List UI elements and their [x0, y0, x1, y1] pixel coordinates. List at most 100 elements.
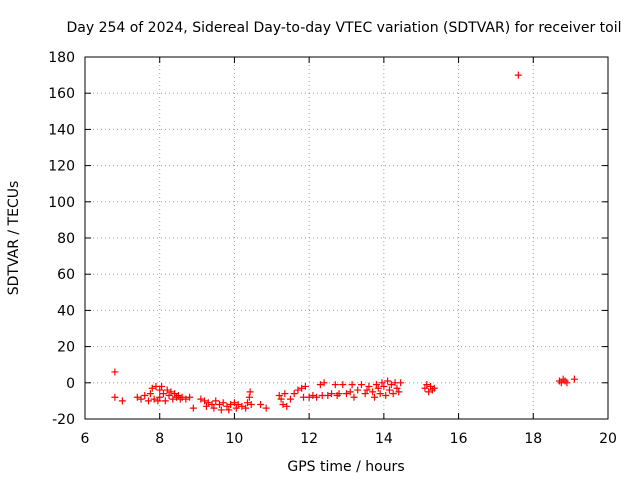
data-point [167, 388, 175, 396]
data-point [385, 386, 393, 394]
data-point [570, 375, 578, 383]
data-point [363, 386, 371, 394]
data-points [111, 71, 578, 414]
data-point [238, 402, 246, 410]
data-point [182, 395, 190, 403]
data-point [161, 397, 169, 405]
data-point [230, 399, 238, 407]
data-point [204, 399, 212, 407]
data-point [430, 384, 438, 392]
data-point [298, 384, 306, 392]
y-tick-label: -20 [52, 412, 75, 428]
data-point [189, 404, 197, 412]
data-point [156, 393, 164, 401]
data-point [247, 401, 255, 409]
x-tick-label: 16 [450, 431, 468, 447]
data-point [281, 390, 289, 398]
data-point [169, 395, 177, 403]
data-point [389, 390, 397, 398]
data-point [397, 379, 405, 387]
data-point [320, 379, 328, 387]
grid-lines [85, 57, 608, 419]
data-point [301, 382, 309, 390]
data-point [294, 386, 302, 394]
data-point [262, 404, 270, 412]
x-tick-label: 12 [300, 431, 318, 447]
data-point [158, 382, 166, 390]
data-point [242, 404, 250, 412]
data-point [563, 379, 571, 387]
y-tick-label: 120 [48, 159, 75, 175]
y-tick-label: 60 [57, 267, 75, 283]
data-point [380, 382, 388, 390]
data-point [277, 395, 285, 403]
y-tick-label: 80 [57, 231, 75, 247]
x-tick-label: 6 [81, 431, 90, 447]
x-tick-label: 14 [375, 431, 393, 447]
data-point [425, 388, 433, 396]
x-tick-label: 8 [155, 431, 164, 447]
data-point [357, 381, 365, 389]
data-point [313, 393, 321, 401]
data-point [286, 395, 294, 403]
y-tick-label: 100 [48, 195, 75, 211]
data-point [210, 404, 218, 412]
data-point [382, 391, 390, 399]
data-point [421, 384, 429, 392]
data-point [335, 390, 343, 398]
x-axis-label: GPS time / hours [287, 459, 404, 475]
data-point [339, 381, 347, 389]
data-point [305, 393, 313, 401]
data-point [118, 397, 126, 405]
data-point [393, 384, 401, 392]
data-point [217, 406, 225, 414]
data-point [427, 382, 435, 390]
y-tick-label: 180 [48, 50, 75, 66]
data-point [137, 395, 145, 403]
x-tick-label: 18 [524, 431, 542, 447]
x-tick-label: 10 [226, 431, 244, 447]
data-point [275, 391, 283, 399]
y-axis-label: SDTVAR / TECUs [6, 181, 22, 296]
data-point [245, 393, 253, 401]
data-point [376, 390, 384, 398]
data-point [290, 390, 298, 398]
data-point [384, 377, 392, 385]
data-point [350, 393, 358, 401]
data-point [365, 382, 373, 390]
data-point [316, 381, 324, 389]
data-point [156, 386, 164, 394]
data-point [387, 381, 395, 389]
data-point [378, 379, 386, 387]
data-point [244, 399, 252, 407]
data-point [346, 388, 354, 396]
data-point [343, 390, 350, 398]
data-point [111, 393, 119, 401]
y-tick-label: 0 [66, 376, 75, 392]
y-tick-label: 40 [57, 303, 75, 319]
data-point [133, 393, 141, 401]
data-point [163, 386, 171, 394]
data-point [395, 388, 403, 396]
data-point [197, 395, 205, 403]
data-point [372, 381, 380, 389]
data-point [514, 71, 522, 79]
data-point [374, 384, 382, 392]
data-point [232, 404, 240, 412]
data-point [148, 384, 156, 392]
data-point [202, 402, 210, 410]
axis-ticks: 6 8 10 12 14 16 18 20 -20 0 20 40 60 80 100 120 140 160 18… [48, 50, 617, 447]
data-point [309, 391, 317, 399]
data-point [212, 397, 220, 405]
data-point [150, 395, 158, 403]
data-point [215, 401, 223, 409]
data-point [208, 401, 216, 409]
data-point [331, 381, 339, 389]
data-point [324, 391, 332, 399]
data-point [234, 401, 242, 409]
data-point [328, 390, 336, 398]
data-point [111, 368, 119, 376]
data-point [201, 397, 209, 405]
data-point [354, 386, 362, 394]
data-point [219, 399, 227, 407]
